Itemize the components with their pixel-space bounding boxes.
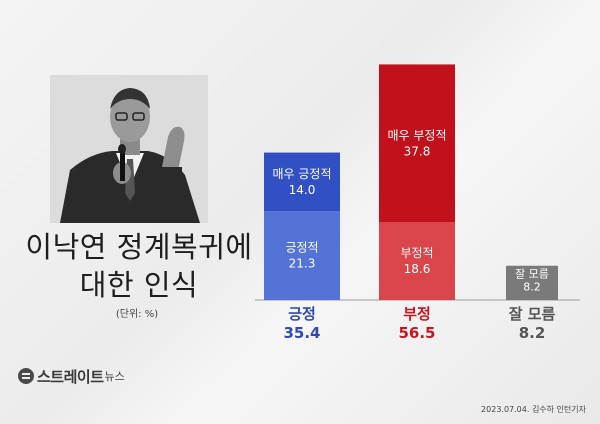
credit-line: 2023.07.04. 김수하 인턴기자: [481, 405, 586, 414]
headline-line1: 이낙연 정계복귀에: [25, 230, 253, 264]
person-photo: [50, 75, 208, 223]
bar-label-negative-sub: 부정적: [400, 246, 433, 260]
bar-dont-know: [506, 265, 558, 300]
bar-value-very-positive: 14.0: [289, 183, 316, 197]
bar-label-positive-sub: 긍정적: [285, 241, 318, 255]
bar-very-negative: [379, 64, 455, 223]
bar-negative-sub: [379, 222, 455, 300]
bar-value-dont-know: 8.2: [523, 281, 541, 294]
category-label-negative: 부정: [403, 305, 431, 323]
brand-logo: 스트레이트 뉴스: [18, 364, 125, 388]
bar-value-very-negative: 37.8: [404, 144, 431, 158]
category-label-positive: 긍정: [288, 305, 316, 323]
category-total-negative: 56.5: [398, 324, 435, 342]
headline: 이낙연 정계복귀에 대한 인식: [14, 228, 264, 304]
bar-very-positive: [264, 152, 340, 212]
person-silhouette-icon: [50, 75, 208, 223]
category-label-dont-know: 잘 모름: [509, 305, 556, 323]
bar-positive-sub: [264, 211, 340, 300]
headline-line2: 대한 인식: [79, 268, 199, 302]
bar-value-positive-sub: 21.3: [289, 257, 316, 271]
brand-suffix: 뉴스: [104, 370, 125, 383]
category-total-positive: 35.4: [283, 324, 320, 342]
unit-note: (단위: %): [115, 309, 159, 320]
bar-value-negative-sub: 18.6: [404, 262, 431, 276]
category-total-dont-know: 8.2: [519, 324, 546, 342]
bar-label-dont-know: 잘 모름: [515, 268, 549, 281]
brand-logo-icon: [18, 368, 34, 384]
bar-label-very-negative: 매우 부정적: [387, 128, 446, 142]
bar-label-very-positive: 매우 긍정적: [272, 167, 331, 181]
brand-name: 스트레이트: [37, 367, 104, 386]
